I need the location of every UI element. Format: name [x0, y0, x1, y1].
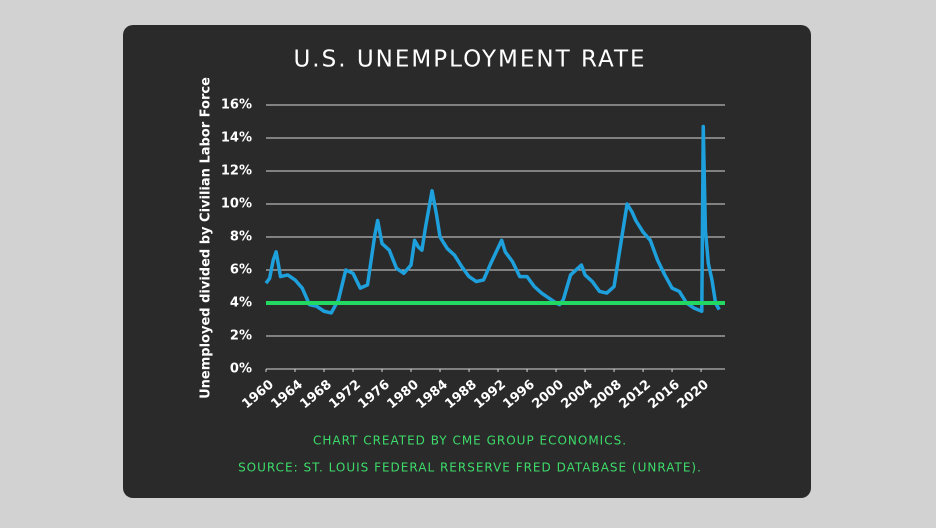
- card: [123, 25, 811, 498]
- y-tick-label: 8%: [230, 230, 252, 245]
- y-tick-label: 16%: [221, 98, 252, 113]
- y-tick-label: 12%: [221, 164, 252, 179]
- chart-title: U.S. UNEMPLOYMENT RATE: [293, 47, 646, 73]
- data-line: [264, 124, 721, 315]
- footnote: SOURCE: ST. LOUIS FEDERAL RERSERVE FRED …: [238, 461, 702, 475]
- y-tick-label: 14%: [221, 131, 252, 146]
- y-tick-label: 6%: [230, 263, 252, 278]
- y-tick-label: 2%: [230, 329, 252, 344]
- footnote: CHART CREATED BY CME GROUP ECONOMICS.: [313, 434, 627, 448]
- y-tick-label: 10%: [221, 197, 252, 212]
- y-axis-label: Unemployed divided by Civilian Labor For…: [199, 77, 214, 399]
- y-tick-label: 0%: [230, 362, 252, 377]
- y-tick-label: 4%: [230, 296, 252, 311]
